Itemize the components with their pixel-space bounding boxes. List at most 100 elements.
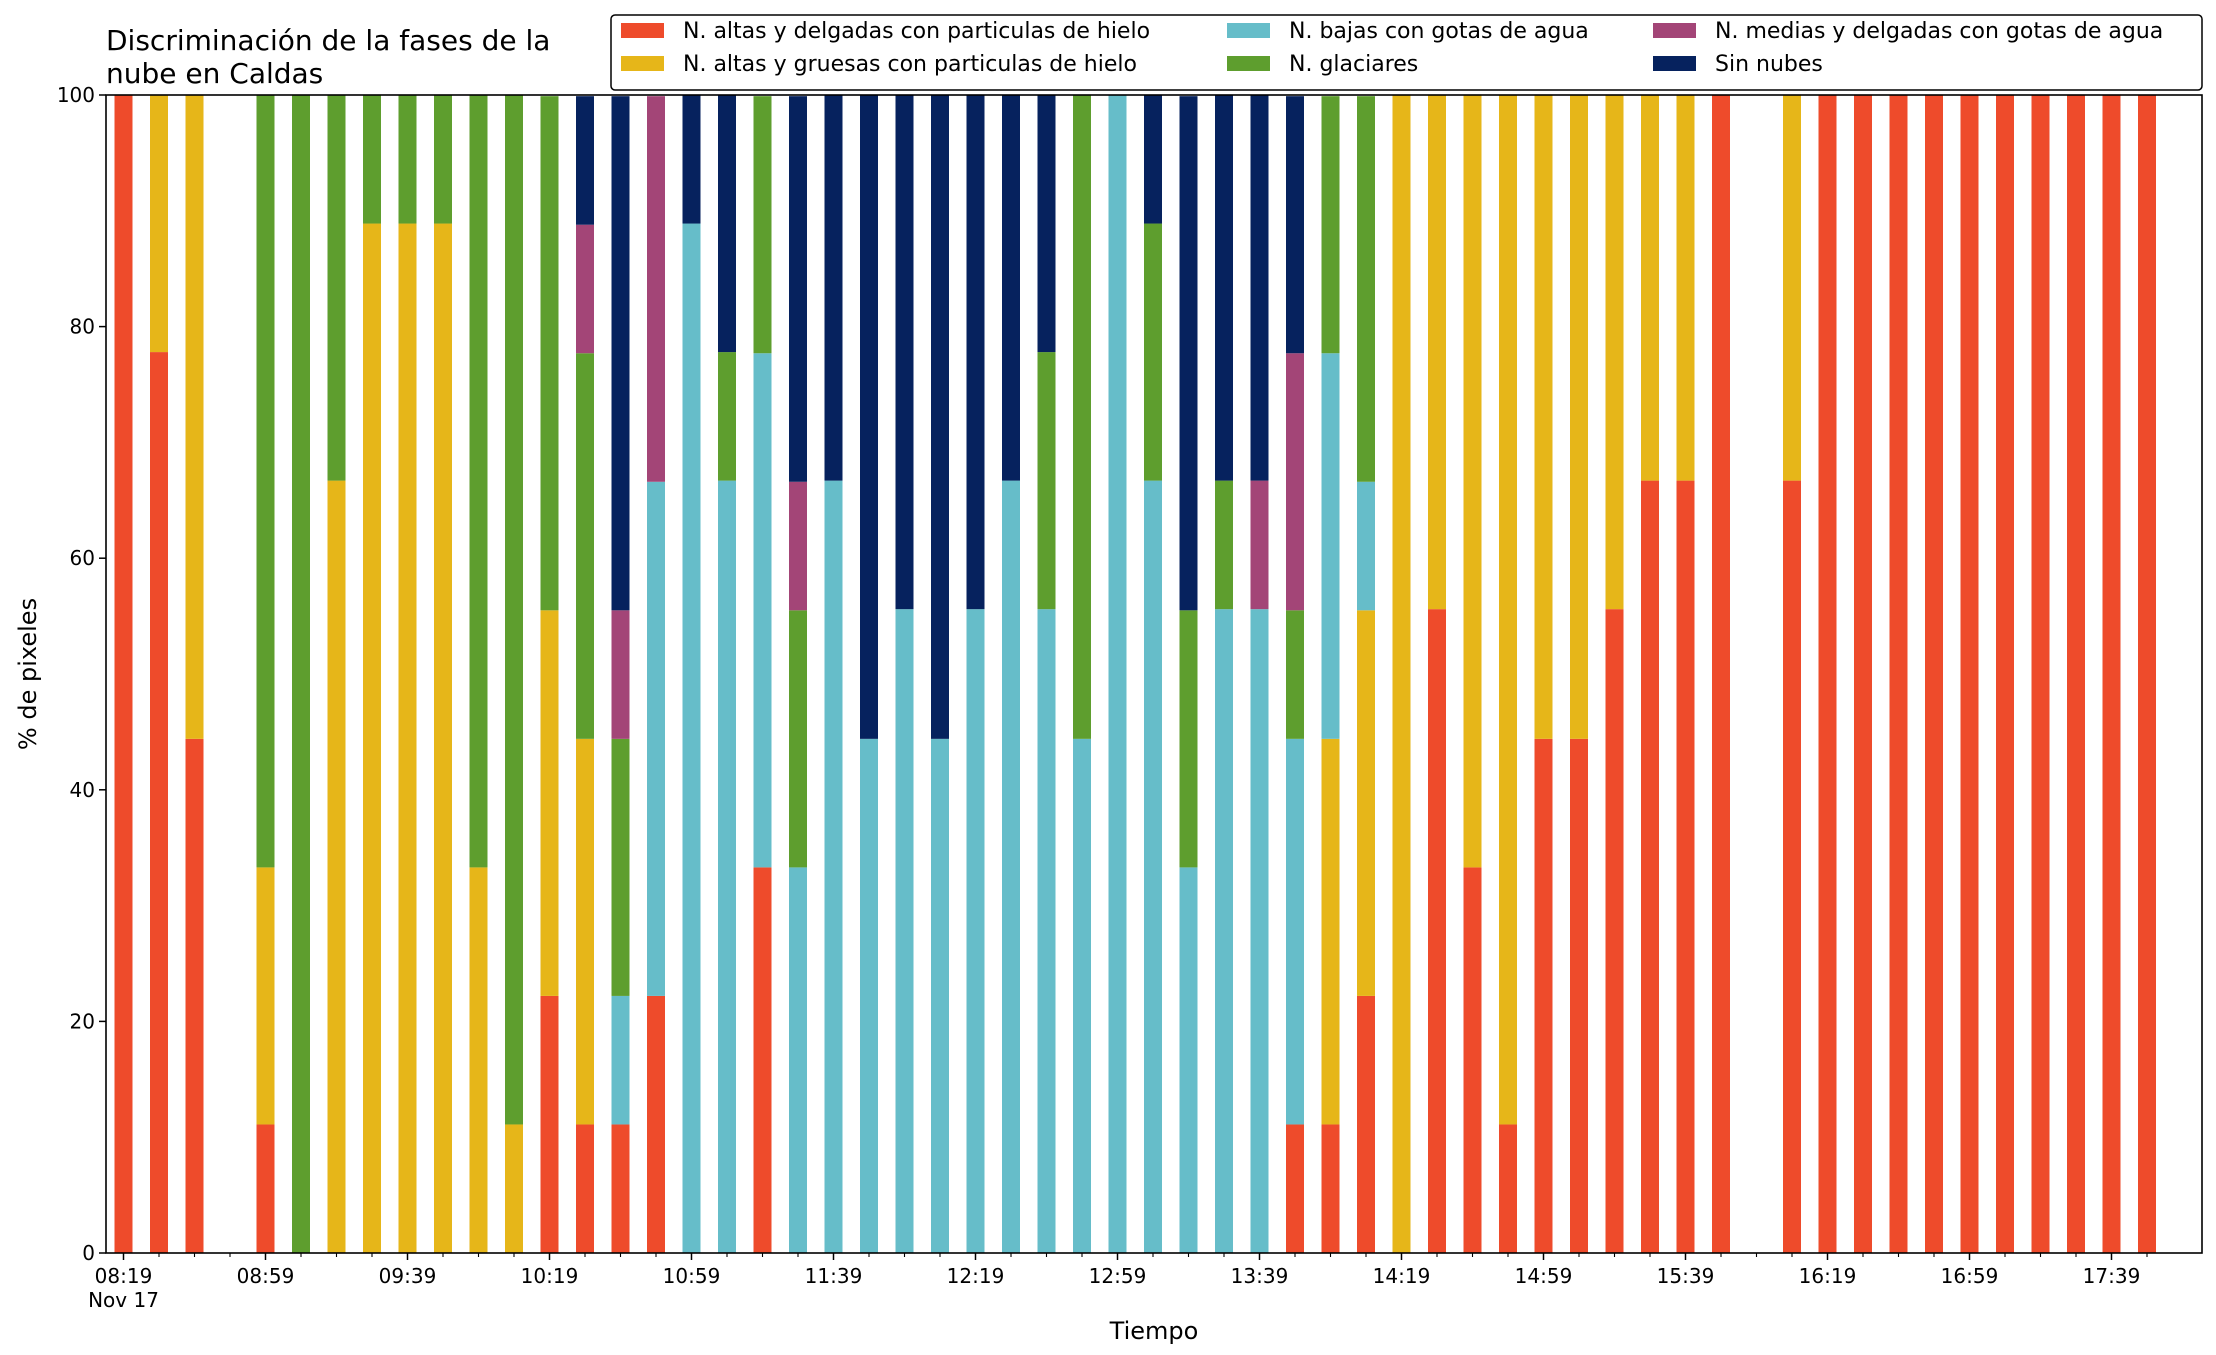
bar-segment-s0-2 — [185, 738, 204, 1253]
bar-segment-s0-55 — [2067, 95, 2085, 1253]
bar-segment-s0-34 — [1321, 1124, 1340, 1253]
bar-segment-s1-11 — [505, 1124, 523, 1253]
bar-segment-s5-32 — [1250, 95, 1269, 481]
bar-segment-s0-4 — [256, 1124, 275, 1253]
bar-segment-s1-9 — [434, 223, 452, 1253]
bar-segment-s5-20 — [824, 95, 843, 481]
x-tick-label-13: 16:59 — [1941, 1264, 1999, 1288]
chart-title-line-1: Discriminación de la fases de la — [106, 24, 550, 57]
bar-segment-s1-13 — [576, 738, 594, 1125]
bar-segment-s2-35 — [1357, 481, 1375, 611]
bar-segment-s3-5 — [292, 95, 310, 1253]
bar-segment-s3-18 — [753, 96, 772, 354]
bar-segment-s3-7 — [363, 95, 381, 224]
legend-label-4: N. medias y delgadas con gotas de agua — [1715, 19, 2163, 44]
bar-segment-s0-45 — [1712, 95, 1730, 1253]
legend-label-2: N. bajas con gotas de agua — [1289, 19, 1589, 44]
y-axis: 0 20 40 60 80 100 — [57, 83, 106, 1265]
bar-segment-s2-29 — [1144, 480, 1162, 1253]
bar-segment-s0-54 — [2031, 95, 2050, 1253]
bar-segment-s0-18 — [753, 867, 772, 1253]
bar-segment-s0-33 — [1286, 1124, 1304, 1253]
bar-segment-s3-35 — [1357, 96, 1375, 482]
bar-segment-s2-16 — [682, 223, 701, 1253]
x-tick-label-3: 10:19 — [521, 1264, 579, 1288]
bar-segment-s2-33 — [1286, 738, 1304, 1125]
bar-segment-s1-2 — [185, 95, 204, 739]
bar-segment-s0-57 — [2138, 95, 2156, 1253]
bar-segment-s1-10 — [469, 867, 488, 1253]
bar-segment-s0-52 — [1960, 95, 1979, 1253]
bar-segment-s0-0 — [114, 95, 133, 1253]
legend-swatch-3 — [1227, 56, 1270, 71]
bar-segment-s5-24 — [966, 95, 985, 610]
bar-segment-s3-12 — [540, 96, 559, 611]
legend-swatch-1 — [621, 56, 664, 71]
bar-segment-s0-41 — [1570, 738, 1588, 1253]
plot-frame — [105, 94, 2203, 1254]
x-tick-label-6: 12:19 — [947, 1264, 1005, 1288]
bar-segment-s2-21 — [860, 738, 878, 1253]
bar-segment-s5-29 — [1144, 95, 1162, 224]
legend-swatch-2 — [1227, 23, 1270, 38]
y-tick-label-0: 0 — [82, 1241, 95, 1265]
bar-segment-s2-31 — [1215, 609, 1233, 1253]
y-tick-label-80: 80 — [70, 315, 95, 339]
bar-segment-s5-19 — [789, 96, 807, 482]
bar-segment-s5-21 — [860, 95, 878, 739]
bar-segment-s2-30 — [1179, 867, 1198, 1253]
bar-segment-s2-24 — [966, 609, 985, 1253]
bar-segment-s0-51 — [1925, 95, 1943, 1253]
bar-segment-s1-1 — [150, 95, 168, 353]
bar-segment-s1-8 — [398, 223, 417, 1253]
bar-segment-s5-33 — [1286, 96, 1304, 354]
x-tick-label-14: 17:39 — [2083, 1264, 2141, 1288]
bar-segment-s0-50 — [1889, 95, 1908, 1253]
bar-segment-s4-14 — [611, 610, 630, 739]
legend: N. altas y delgadas con particulas de hi… — [610, 14, 2203, 91]
bar-segment-s1-43 — [1641, 95, 1659, 481]
bar-segment-s0-56 — [2102, 95, 2121, 1253]
x-tick-label-4: 10:59 — [663, 1264, 721, 1288]
bar-segment-s4-15 — [647, 96, 665, 482]
bar-segment-s2-26 — [1037, 609, 1056, 1253]
y-tick-label-60: 60 — [70, 546, 95, 570]
legend-swatch-0 — [621, 23, 664, 38]
bar-segment-s3-19 — [789, 610, 807, 868]
bar-segment-s1-4 — [256, 867, 275, 1125]
bar-segment-s1-40 — [1534, 95, 1553, 739]
bar-segment-s5-23 — [931, 95, 949, 739]
bar-segment-s0-47 — [1783, 480, 1801, 1253]
bar-segment-s0-48 — [1818, 95, 1837, 1253]
bar-segment-s1-12 — [540, 610, 559, 996]
bar-segment-s1-39 — [1499, 95, 1517, 1125]
bar-segment-s1-37 — [1428, 95, 1446, 610]
bar-segment-s3-9 — [434, 95, 452, 224]
bar-segment-s0-12 — [540, 995, 559, 1253]
bar-segment-s1-7 — [363, 223, 381, 1253]
bar-segment-s1-41 — [1570, 95, 1588, 739]
bars-layer — [114, 95, 2156, 1254]
bar-segment-s0-35 — [1357, 995, 1375, 1253]
y-tick-label-100: 100 — [57, 83, 95, 107]
legend-swatch-4 — [1653, 23, 1696, 38]
x-tick-label-1: 08:59 — [237, 1264, 295, 1288]
x-tick-label-12: 16:19 — [1799, 1264, 1857, 1288]
bar-segment-s0-53 — [1996, 95, 2014, 1253]
y-axis-label: % de pixeles — [14, 598, 42, 750]
bar-segment-s2-32 — [1250, 609, 1269, 1253]
x-tick-label-5: 11:39 — [805, 1264, 863, 1288]
bar-segment-s3-4 — [256, 95, 275, 868]
bar-segment-s5-13 — [576, 96, 594, 225]
bar-segment-s3-29 — [1144, 223, 1162, 481]
bar-segment-s3-17 — [718, 352, 736, 481]
bar-segment-s2-25 — [1002, 480, 1020, 1253]
bar-segment-s5-22 — [895, 95, 914, 610]
bar-segment-s3-34 — [1321, 96, 1340, 354]
bar-segment-s2-22 — [895, 609, 914, 1253]
bar-segment-s5-14 — [611, 96, 630, 611]
legend-label-1: N. altas y gruesas con particulas de hie… — [683, 52, 1137, 77]
bar-segment-s5-26 — [1037, 95, 1056, 353]
x-tick-label-9: 14:19 — [1373, 1264, 1431, 1288]
